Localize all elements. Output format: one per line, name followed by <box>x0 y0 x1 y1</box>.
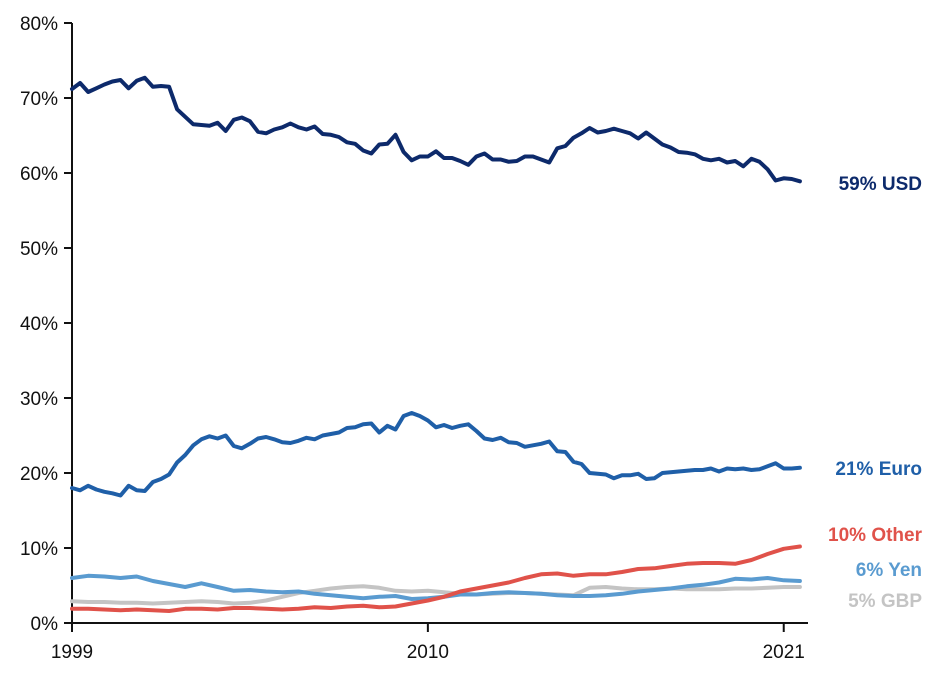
end-label-usd: 59% USD <box>839 174 922 195</box>
x-axis-ticks: 1999 2010 2021 <box>51 623 805 663</box>
y-tick-label: 60% <box>20 164 58 185</box>
y-tick-label: 80% <box>20 14 58 35</box>
y-tick-label: 40% <box>20 314 58 335</box>
x-tick-label: 2010 <box>407 642 449 663</box>
series-line-usd <box>70 75 802 184</box>
y-tick-label: 0% <box>31 614 59 635</box>
x-tick-label: 2021 <box>763 642 805 663</box>
end-label-euro: 21% Euro <box>835 459 922 480</box>
end-label-gbp: 5% GBP <box>848 591 922 612</box>
y-tick-label: 70% <box>20 89 58 110</box>
series-line-yen <box>70 573 802 601</box>
end-label-yen: 6% Yen <box>856 560 922 581</box>
series-lines <box>70 75 802 613</box>
end-label-other: 10% Other <box>828 525 923 546</box>
series-end-labels: 59% USD 21% Euro 10% Other 6% Yen 5% GBP <box>828 174 923 612</box>
y-tick-label: 30% <box>20 389 58 410</box>
y-tick-label: 10% <box>20 539 58 560</box>
series-line-gbp <box>70 584 802 606</box>
x-tick-label: 1999 <box>51 642 93 663</box>
series-line-other <box>70 544 802 613</box>
y-tick-label: 50% <box>20 239 58 260</box>
series-line-euro <box>70 411 802 498</box>
y-axis-ticks: 0% 10% 20% 30% 40% 50% 60% 70% 80% <box>20 14 72 635</box>
y-tick-label: 20% <box>20 464 58 485</box>
